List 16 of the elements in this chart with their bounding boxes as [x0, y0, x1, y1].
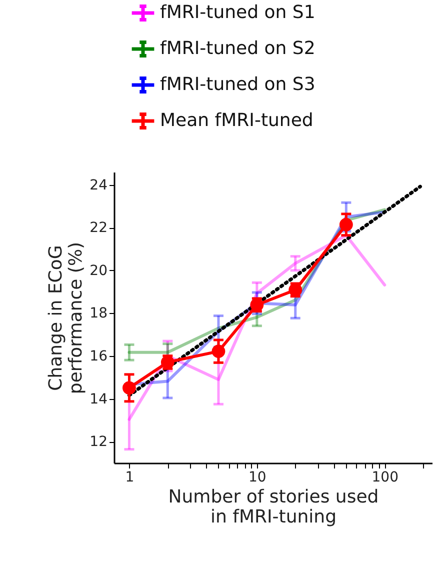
y-tick-label: 14: [90, 391, 108, 408]
y-tick-label: 18: [90, 306, 108, 322]
legend-label: fMRI-tuned on S1: [160, 2, 316, 23]
x-tick-label: 100: [372, 470, 398, 486]
legend-label: Mean fMRI-tuned: [160, 110, 314, 131]
legend-label: fMRI-tuned on S3: [160, 74, 316, 95]
x-axis-title: Number of stories used in fMRI-tuning: [168, 486, 379, 528]
legend-label: fMRI-tuned on S2: [160, 38, 316, 59]
y-tick-label: 12: [90, 434, 108, 450]
y-tick-label: 22: [90, 220, 108, 236]
x-tick-label: 10: [248, 470, 266, 486]
x-tick-label: 1: [125, 470, 134, 486]
y-tick-label: 16: [90, 348, 108, 365]
y-axis-title: Change in ECoG performance (%): [46, 242, 87, 394]
y-tick-label: 24: [90, 177, 108, 194]
y-tick-label: 20: [90, 262, 108, 279]
